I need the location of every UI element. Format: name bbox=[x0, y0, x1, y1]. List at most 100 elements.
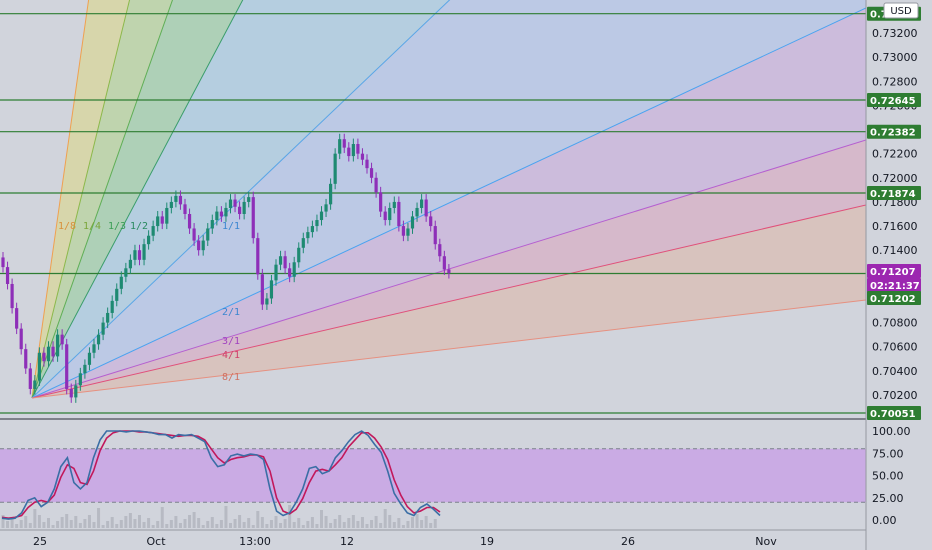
candle-body bbox=[310, 226, 314, 233]
volume-bar bbox=[233, 519, 237, 528]
candle-body bbox=[420, 199, 424, 208]
candle-body bbox=[356, 144, 360, 154]
volume-bar bbox=[19, 520, 23, 528]
volume-bar bbox=[201, 525, 205, 528]
candle-body bbox=[401, 226, 405, 236]
candle-body bbox=[379, 192, 383, 212]
candle-body bbox=[433, 226, 437, 245]
level-badge: 0.70051 bbox=[870, 409, 916, 420]
time-axis[interactable]: 25 Oct 13:00 12 19 26 Nov bbox=[33, 535, 777, 548]
stoch-k-line bbox=[1, 430, 441, 520]
volume-bar bbox=[151, 525, 155, 528]
gann-fan-label: 2/1 bbox=[222, 307, 240, 318]
volume-bar bbox=[333, 519, 337, 528]
candle-body bbox=[251, 197, 255, 239]
candle-body bbox=[42, 352, 46, 362]
volume-bar bbox=[224, 506, 228, 528]
volume-bar bbox=[60, 517, 64, 528]
candle-body bbox=[301, 238, 305, 248]
candle-body bbox=[365, 159, 369, 169]
candle-body bbox=[260, 274, 264, 305]
candle-body bbox=[351, 144, 355, 157]
volume-bar bbox=[397, 518, 401, 528]
volume-bar bbox=[415, 514, 419, 528]
volume-bar bbox=[192, 512, 196, 528]
candle-body bbox=[238, 206, 242, 214]
candle-body bbox=[46, 346, 51, 362]
candle-body bbox=[410, 216, 415, 229]
volume-bar bbox=[15, 524, 19, 528]
osc-tick-label: 100.00 bbox=[872, 425, 911, 438]
volume-bar bbox=[133, 519, 137, 528]
candle-body bbox=[106, 312, 110, 323]
level-badge: 0.72382 bbox=[870, 128, 916, 139]
volume-bar bbox=[47, 518, 50, 528]
candle-body bbox=[319, 211, 324, 221]
candle-body bbox=[128, 259, 132, 269]
candle-body bbox=[338, 139, 342, 154]
stoch-band bbox=[0, 448, 866, 503]
fan-line bbox=[31, 0, 131, 399]
volume-bar bbox=[219, 520, 223, 528]
volume-bar bbox=[379, 523, 383, 528]
volume-bar bbox=[247, 518, 251, 528]
price-tick-label: 0.73000 bbox=[872, 51, 918, 64]
time-tick-label: Oct bbox=[146, 535, 166, 548]
candle-body bbox=[197, 240, 201, 251]
volume-bar bbox=[238, 515, 242, 528]
candle-body bbox=[283, 256, 287, 269]
price-badges: 0.733460.726450.723820.718740.700510.712… bbox=[867, 6, 921, 420]
candle-body bbox=[192, 228, 196, 241]
volume-bar bbox=[188, 515, 192, 528]
candle-body bbox=[438, 244, 442, 257]
stoch-d-line bbox=[1, 430, 441, 520]
volume-bar bbox=[251, 525, 255, 528]
volume-bar bbox=[24, 516, 28, 528]
volume-bar bbox=[360, 517, 364, 528]
candle-body bbox=[297, 247, 301, 263]
volume-bar bbox=[215, 524, 219, 528]
candle-body bbox=[274, 264, 278, 281]
candle-body bbox=[233, 199, 237, 207]
gann-fan-label: 1/1 bbox=[222, 221, 240, 232]
volume-bar bbox=[169, 520, 173, 528]
candle-body bbox=[96, 334, 101, 345]
volume-bar bbox=[6, 521, 10, 528]
volume-bar bbox=[124, 516, 128, 528]
gann-fan-label: 1/8 bbox=[58, 221, 76, 232]
volume-bar bbox=[87, 515, 91, 528]
candle-body bbox=[156, 216, 160, 227]
currency-label-text: USD bbox=[890, 6, 912, 17]
gann-fan-label: 1/4 bbox=[83, 221, 101, 232]
time-tick-label: Nov bbox=[755, 535, 777, 548]
volume-bar bbox=[128, 513, 132, 528]
countdown-badge: 02:21:37 bbox=[870, 281, 920, 292]
volume-bar bbox=[28, 523, 32, 528]
candle-body bbox=[333, 153, 337, 184]
candle-body bbox=[342, 139, 346, 148]
candle-body bbox=[306, 232, 310, 239]
candle-body bbox=[392, 201, 396, 208]
currency-label-box[interactable] bbox=[883, 2, 919, 19]
gann-fan-label: 8/1 bbox=[222, 372, 240, 383]
candle-body bbox=[415, 207, 419, 217]
volume-bar bbox=[165, 524, 169, 528]
candle-body bbox=[242, 201, 246, 214]
candle-body bbox=[292, 262, 296, 277]
candle-body bbox=[269, 280, 274, 299]
volume-bar bbox=[10, 517, 14, 528]
volume-bar bbox=[160, 507, 164, 528]
candle-body bbox=[224, 207, 228, 217]
currency-label[interactable]: USD bbox=[883, 2, 919, 19]
gann-fan-labels: 1/8 1/4 1/3 1/2 1/1 2/1 3/1 4/1 8/1 bbox=[58, 221, 240, 383]
volume-bar bbox=[42, 522, 46, 528]
fan-line bbox=[31, 7, 866, 399]
candle-body bbox=[347, 147, 351, 157]
price-tick-label: 0.70200 bbox=[872, 389, 918, 402]
osc-tick-label: 25.00 bbox=[872, 492, 904, 505]
volume-bar bbox=[365, 524, 369, 528]
oscillator-axis[interactable]: 100.00 75.00 50.00 25.00 0.00 bbox=[872, 425, 911, 527]
candle-body bbox=[56, 334, 60, 357]
